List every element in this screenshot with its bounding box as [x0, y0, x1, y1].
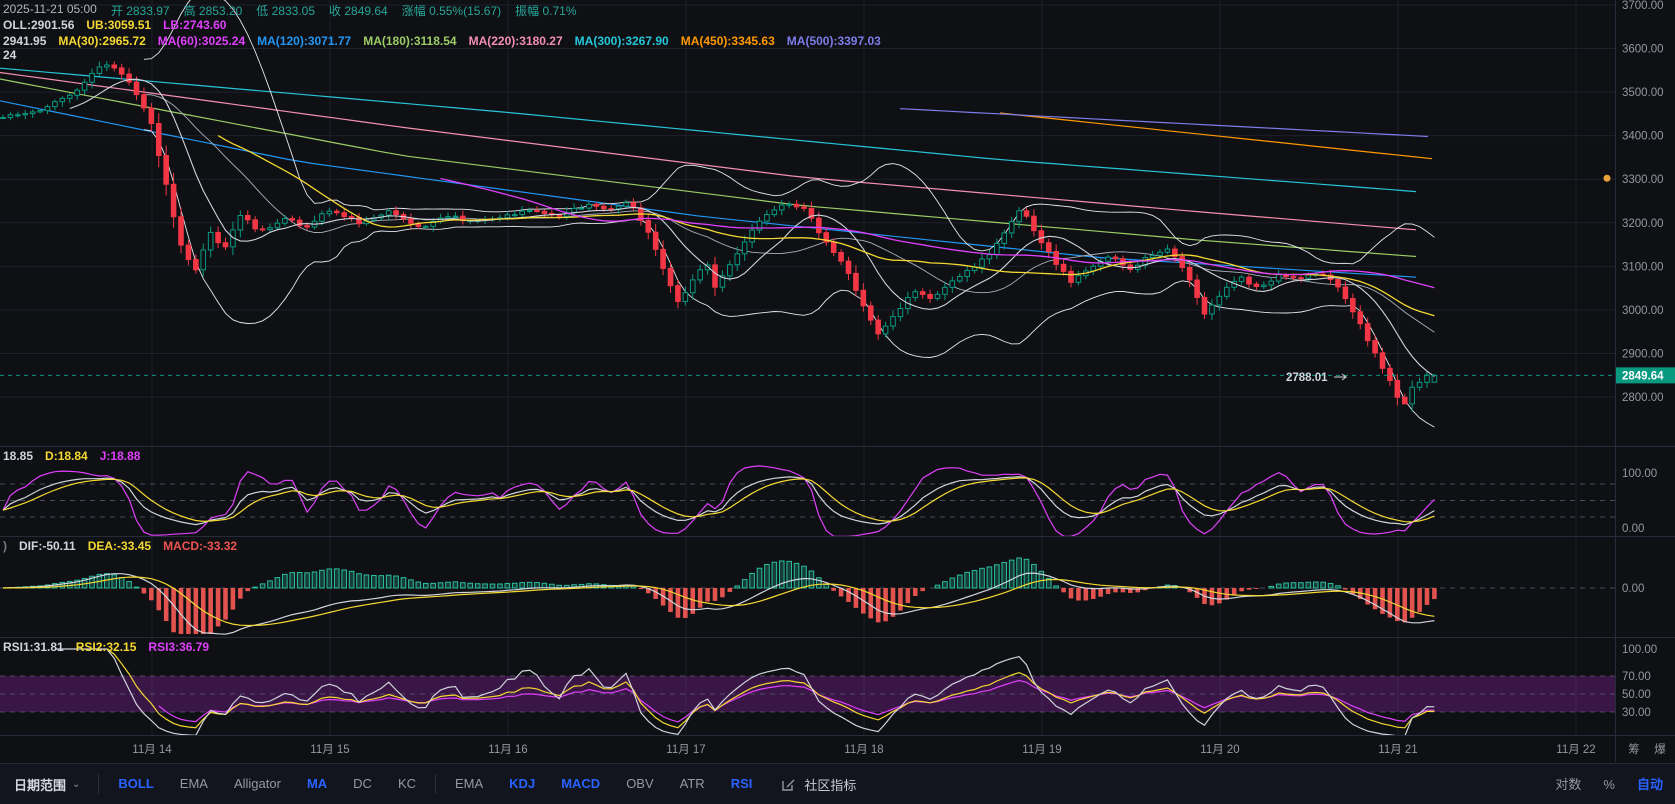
- edit-icon: [782, 779, 795, 791]
- toolbar-divider: [98, 774, 100, 794]
- time-axis-label: 11月 17: [666, 744, 705, 756]
- community-indicators-label: 社区指标: [804, 777, 857, 793]
- scale-tools-group: 对数% 自动: [1555, 764, 1663, 804]
- candles-layer: [0, 61, 1438, 412]
- liquidation-toggle[interactable]: 爆: [1654, 742, 1666, 756]
- indicator-tools-group: EMA KDJ MACD OBV ATR RSI: [442, 764, 765, 804]
- ma500-line: [899, 108, 1429, 138]
- overlay-tool-boll[interactable]: BOLL: [118, 776, 154, 791]
- price-axis-tick: 2800.00: [1622, 392, 1664, 404]
- time-axis-label: 11月 15: [310, 744, 349, 756]
- ma220-line: [0, 71, 1417, 231]
- kdj-axis-tick: 0.00: [1622, 523, 1644, 535]
- last-price-value: 2849.64: [1622, 370, 1664, 382]
- chips-distribution-toggle[interactable]: 筹: [1628, 742, 1640, 756]
- rsi-axis-tick: 100.00: [1622, 644, 1657, 656]
- time-axis-label: 11月 20: [1200, 744, 1239, 756]
- date-range-button[interactable]: 日期范围 ⌄: [0, 775, 92, 794]
- log-scale-toggle[interactable]: 对数: [1555, 776, 1582, 792]
- price-axis-tick: 3100.00: [1622, 261, 1664, 273]
- last-price-label: [1616, 367, 1675, 384]
- kdj-panel[interactable]: [0, 465, 1615, 536]
- time-axis-label: 11月 18: [844, 744, 883, 756]
- price-axis-tick: 3200.00: [1622, 218, 1664, 230]
- overlay-tool-dc[interactable]: DC: [353, 776, 372, 791]
- chevron-down-icon: ⌄: [72, 778, 81, 790]
- ma120-line: [0, 100, 1417, 278]
- macd-panel[interactable]: [0, 557, 1615, 635]
- indicator-tool-obv[interactable]: OBV: [626, 776, 654, 791]
- macd-axis-tick: 0.00: [1622, 583, 1644, 595]
- price-axis-tick: 3600.00: [1622, 44, 1664, 56]
- date-range-label: 日期范围: [14, 777, 67, 793]
- footer-toolbar: 日期范围 ⌄ BOLL EMA Alligator MA DC KC EMA KDJ MACD…: [0, 763, 1675, 804]
- overlay-tool-kc[interactable]: KC: [397, 776, 416, 791]
- community-indicators-button[interactable]: 社区指标: [781, 775, 856, 794]
- overlay-tool-ma[interactable]: MA: [306, 776, 328, 791]
- price-axis-tick: 3300.00: [1622, 174, 1664, 186]
- time-axis-label: 11月 21: [1378, 744, 1417, 756]
- rsi-panel[interactable]: [0, 648, 1615, 736]
- ma180-line: [0, 78, 1417, 258]
- price-axis-tick: 3500.00: [1622, 87, 1664, 99]
- overlay-tools-group: BOLL EMA Alligator MA DC KC: [105, 764, 429, 804]
- indicator-tool-ema[interactable]: EMA: [455, 776, 484, 791]
- low-price-marker: 2788.01: [1286, 372, 1328, 384]
- overlay-tool-alligator[interactable]: Alligator: [233, 776, 281, 791]
- rsi-axis-tick: 70.00: [1622, 671, 1651, 683]
- price-chart-svg[interactable]: 3700.00 3600.00 3500.00 3400.00 3300.00 3200.…: [0, 0, 1675, 763]
- time-axis-label: 11月 16: [488, 744, 527, 756]
- overlay-tool-ema[interactable]: EMA: [179, 776, 208, 791]
- rsi-axis-tick: 30.00: [1622, 707, 1651, 719]
- percent-scale-toggle[interactable]: %: [1603, 776, 1615, 792]
- low-marker-arrow: [1334, 373, 1348, 381]
- rsi-axis-tick: 50.00: [1622, 689, 1651, 701]
- indicator-tool-macd[interactable]: MACD: [561, 776, 601, 791]
- price-axis-tick: 2900.00: [1622, 348, 1664, 360]
- indicator-tool-rsi[interactable]: RSI: [730, 776, 753, 791]
- ma450-line: [999, 112, 1433, 160]
- grid-layer: 3700.00 3600.00 3500.00 3400.00 3300.00 3200.…: [0, 0, 1675, 762]
- price-axis-tick: 3400.00: [1622, 131, 1664, 143]
- toolbar-divider: [435, 774, 436, 794]
- price-axis-tick: 3000.00: [1622, 305, 1664, 317]
- kdj-axis-tick: 100.00: [1622, 468, 1657, 480]
- time-axis-label: 11月 22: [1556, 744, 1595, 756]
- time-axis-label: 11月 19: [1022, 744, 1061, 756]
- auto-scale-toggle[interactable]: 自动: [1636, 776, 1663, 792]
- indicator-tool-kdj[interactable]: KDJ: [509, 776, 536, 791]
- price-alert-dot[interactable]: [1603, 174, 1611, 182]
- time-axis-label: 11月 14: [132, 744, 172, 756]
- ma300-line: [0, 67, 1417, 193]
- indicator-tool-atr[interactable]: ATR: [679, 776, 705, 791]
- main-price-panel[interactable]: [0, 0, 1438, 428]
- price-axis-tick: 3700.00: [1622, 0, 1664, 12]
